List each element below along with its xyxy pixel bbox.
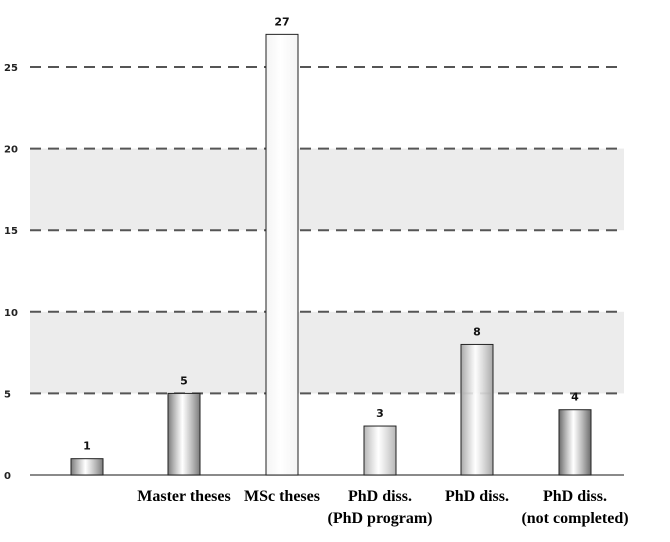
bar-2 bbox=[167, 392, 201, 476]
data-labels: 1 5 27 3 8 4 bbox=[83, 15, 579, 452]
data-label-6: 4 bbox=[571, 391, 579, 404]
category-label-4-line-2: (PhD program) bbox=[327, 510, 432, 527]
y-tick-label: 25 bbox=[4, 63, 18, 74]
background-bands bbox=[30, 148, 624, 394]
category-label-6-line-1: PhD diss. bbox=[543, 488, 607, 505]
gridlines bbox=[30, 66, 624, 395]
data-label-5: 8 bbox=[473, 325, 481, 338]
data-label-1: 1 bbox=[83, 440, 91, 453]
category-label-3-line-1: MSc theses bbox=[244, 488, 320, 505]
y-axis-ticks: 0 5 10 15 20 25 bbox=[4, 63, 18, 482]
shaded-band-2 bbox=[30, 148, 624, 231]
bar-3 bbox=[265, 33, 299, 476]
y-tick-label: 15 bbox=[4, 226, 18, 237]
bar-4 bbox=[363, 425, 397, 476]
data-label-2: 5 bbox=[180, 374, 188, 387]
category-label-2-line-1: Master theses bbox=[137, 488, 230, 505]
data-label-3: 27 bbox=[274, 15, 289, 28]
shaded-band-1 bbox=[30, 311, 624, 394]
y-tick-label: 20 bbox=[4, 145, 18, 156]
y-tick-label: 0 bbox=[4, 471, 11, 482]
bar-1 bbox=[70, 458, 104, 476]
category-label-4-line-1: PhD diss. bbox=[348, 488, 412, 505]
category-label-6-line-2: (not completed) bbox=[521, 510, 628, 527]
category-label-5-line-1: PhD diss. bbox=[445, 488, 509, 505]
bars bbox=[70, 33, 592, 476]
y-tick-label: 5 bbox=[4, 389, 11, 400]
category-labels: Master theses MSc theses PhD diss. (PhD pro… bbox=[137, 488, 628, 527]
bar-6 bbox=[558, 409, 592, 476]
data-label-4: 3 bbox=[376, 407, 384, 420]
bar-5 bbox=[460, 343, 494, 476]
y-tick-label: 10 bbox=[4, 308, 18, 319]
